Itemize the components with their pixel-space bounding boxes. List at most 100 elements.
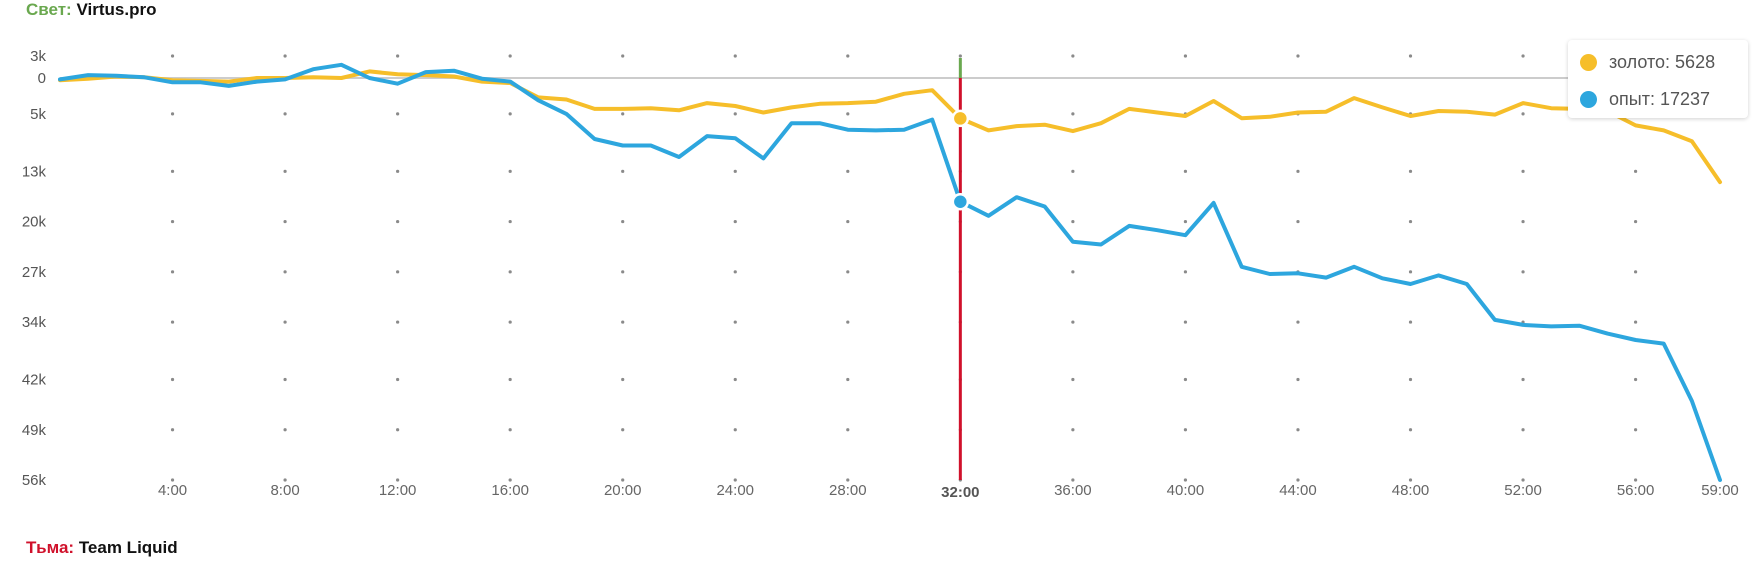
grid-dot (1183, 478, 1188, 482)
grid-dot (733, 320, 737, 324)
grid-dot (508, 112, 512, 116)
grid-dot (1183, 377, 1188, 382)
grid-dot (1071, 219, 1075, 224)
grid-dot (621, 112, 625, 116)
grid-dot (1071, 270, 1075, 274)
radiant-side-label: Свет: (26, 0, 72, 19)
grid-dot (733, 169, 737, 173)
grid-dot (283, 169, 287, 173)
grid-dot (170, 270, 175, 274)
grid-dots (60, 54, 1720, 482)
grid-dot (508, 54, 512, 58)
grid-dot (1633, 320, 1638, 324)
grid-dot (621, 219, 625, 224)
grid-dot (1633, 478, 1638, 482)
y-tick-label: 5k (30, 106, 46, 123)
grid-dot (1296, 169, 1300, 173)
grid-dot (621, 169, 625, 173)
grid-dot (1296, 478, 1300, 482)
grid-dot (1633, 377, 1638, 382)
x-tick-label: 52:00 (1504, 482, 1542, 499)
grid-dot (508, 320, 512, 324)
grid-dot (1071, 377, 1075, 382)
grid-dot (733, 219, 737, 224)
dire-team-label: Тьма: Team Liquid (26, 538, 178, 558)
x-tick-label: 4:00 (158, 482, 187, 499)
grid-dot (1633, 428, 1638, 432)
y-tick-label: 42k (22, 372, 47, 389)
grid-dot (1521, 428, 1525, 432)
grid-dot (1183, 270, 1188, 274)
x-tick-label: 8:00 (270, 482, 299, 499)
grid-dot (396, 377, 400, 382)
grid-dot (846, 428, 850, 432)
y-tick-label: 56k (22, 472, 47, 489)
grid-dot (1071, 54, 1075, 58)
grid-dot (396, 219, 400, 224)
grid-dot (1296, 54, 1300, 58)
grid-dot (1408, 169, 1413, 173)
grid-dot (170, 219, 175, 224)
grid-dot (508, 377, 512, 382)
grid-dot (283, 377, 287, 382)
grid-dot (1521, 219, 1525, 224)
grid-dot (733, 112, 737, 116)
grid-dot (283, 270, 287, 274)
grid-dot (170, 377, 175, 382)
grid-dot (846, 112, 850, 116)
y-tick-label: 27k (22, 264, 47, 281)
grid-dot (1296, 428, 1300, 432)
grid-dot (846, 478, 850, 482)
y-tick-label: 34k (22, 314, 47, 331)
grid-dot (1071, 112, 1075, 116)
tooltip-gold-row: золото: 5628 (1580, 50, 1715, 74)
grid-dot (1183, 54, 1188, 58)
dire-team-name: Team Liquid (78, 538, 178, 557)
grid-dot (733, 478, 737, 482)
grid-dot (1296, 377, 1300, 382)
grid-dot (283, 478, 287, 482)
grid-dot (846, 377, 850, 382)
grid-dot (508, 428, 512, 432)
grid-dot (733, 54, 737, 58)
grid-dot (958, 54, 962, 58)
xp-series-line (58, 62, 1722, 482)
grid-dot (1408, 377, 1413, 382)
x-tick-label: 36:00 (1054, 482, 1092, 499)
grid-dot (846, 270, 850, 274)
grid-dot (1183, 428, 1188, 432)
grid-dot (1408, 54, 1413, 58)
grid-dot (733, 428, 737, 432)
grid-dot (1521, 270, 1525, 274)
x-tick-label: 28:00 (829, 482, 867, 499)
x-tick-label: 24:00 (716, 482, 754, 499)
x-tick-label: 32:00 (941, 484, 979, 501)
grid-dot (1633, 219, 1638, 224)
grid-dot (846, 54, 850, 58)
x-tick-label: 40:00 (1167, 482, 1205, 499)
grid-dot (621, 270, 625, 274)
gold-legend-dot (1580, 53, 1597, 71)
grid-dot (621, 428, 625, 432)
grid-dot (1296, 219, 1300, 224)
grid-dot (396, 270, 400, 274)
gold-hover-marker (951, 109, 970, 128)
y-tick-label: 13k (22, 163, 47, 180)
grid-dot (1521, 377, 1525, 382)
grid-dot (396, 320, 400, 324)
grid-dot (508, 169, 512, 173)
grid-dot (170, 478, 175, 482)
grid-dot (283, 219, 287, 224)
grid-dot (1408, 428, 1413, 432)
x-tick-label: 12:00 (379, 482, 417, 499)
gold-series-line (58, 69, 1722, 185)
grid-dot (1521, 478, 1525, 482)
grid-dot (1183, 320, 1188, 324)
grid-dot (1071, 428, 1075, 432)
grid-dot (846, 169, 850, 173)
grid-dot (283, 54, 287, 58)
grid-dot (621, 320, 625, 324)
grid-dot (1183, 219, 1188, 224)
grid-dot (621, 478, 625, 482)
